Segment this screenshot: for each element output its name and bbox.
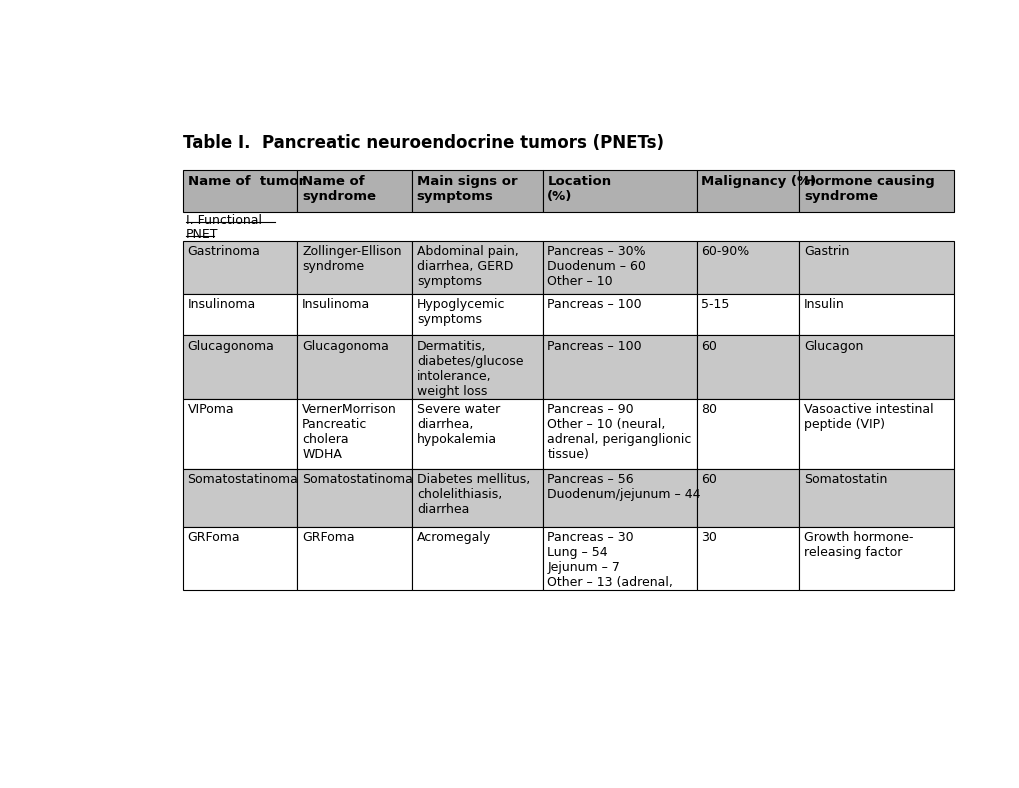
- Bar: [412, 526, 542, 590]
- Bar: [799, 469, 953, 526]
- Bar: [542, 170, 696, 212]
- Text: Main signs or
symptoms: Main signs or symptoms: [417, 175, 517, 203]
- Text: Somatostatin: Somatostatin: [803, 473, 887, 486]
- Bar: [542, 400, 696, 469]
- Bar: [799, 400, 953, 469]
- Text: VernerMorrison
Pancreatic
cholera
WDHA: VernerMorrison Pancreatic cholera WDHA: [302, 403, 396, 462]
- Text: Insulinoma: Insulinoma: [302, 299, 370, 311]
- Text: Diabetes mellitus,
cholelithiasis,
diarrhea: Diabetes mellitus, cholelithiasis, diarr…: [417, 473, 530, 516]
- Bar: [182, 526, 298, 590]
- Text: I. Functional: I. Functional: [185, 214, 266, 227]
- Bar: [696, 336, 799, 400]
- Bar: [298, 400, 412, 469]
- Text: PNET: PNET: [185, 228, 218, 241]
- Bar: [412, 241, 542, 294]
- Bar: [696, 469, 799, 526]
- Bar: [542, 469, 696, 526]
- Bar: [182, 469, 298, 526]
- Text: 5-15: 5-15: [701, 299, 729, 311]
- Text: Hormone causing
syndrome: Hormone causing syndrome: [803, 175, 934, 203]
- Text: Name of
syndrome: Name of syndrome: [302, 175, 376, 203]
- Text: 60-90%: 60-90%: [701, 245, 749, 258]
- Text: 80: 80: [701, 403, 716, 416]
- Bar: [412, 336, 542, 400]
- Bar: [799, 241, 953, 294]
- Text: 60: 60: [701, 340, 716, 353]
- Bar: [542, 336, 696, 400]
- Text: Somatostatinoma: Somatostatinoma: [187, 473, 299, 486]
- Bar: [182, 170, 298, 212]
- Text: Somatostatinoma: Somatostatinoma: [302, 473, 413, 486]
- Text: Insulinoma: Insulinoma: [187, 299, 256, 311]
- Text: Pancreas – 90
Other – 10 (neural,
adrenal, periganglionic
tissue): Pancreas – 90 Other – 10 (neural, adrena…: [547, 403, 691, 462]
- Bar: [542, 294, 696, 336]
- Bar: [298, 170, 412, 212]
- Bar: [298, 241, 412, 294]
- Bar: [412, 400, 542, 469]
- Bar: [182, 294, 298, 336]
- Text: Glucagonoma: Glucagonoma: [187, 340, 274, 353]
- Bar: [696, 526, 799, 590]
- Text: Pancreas – 100: Pancreas – 100: [547, 340, 641, 353]
- Bar: [696, 294, 799, 336]
- Text: Glucagon: Glucagon: [803, 340, 863, 353]
- Text: Acromegaly: Acromegaly: [417, 531, 490, 544]
- Text: Pancreas – 30%
Duodenum – 60
Other – 10: Pancreas – 30% Duodenum – 60 Other – 10: [547, 245, 645, 288]
- Text: VIPoma: VIPoma: [187, 403, 234, 416]
- Bar: [696, 170, 799, 212]
- Text: GRFoma: GRFoma: [187, 531, 239, 544]
- Text: Name of  tumor: Name of tumor: [187, 175, 305, 188]
- Bar: [696, 241, 799, 294]
- Bar: [799, 294, 953, 336]
- Text: Glucagonoma: Glucagonoma: [302, 340, 388, 353]
- Bar: [412, 294, 542, 336]
- Text: Abdominal pain,
diarrhea, GERD
symptoms: Abdominal pain, diarrhea, GERD symptoms: [417, 245, 518, 288]
- Text: Growth hormone-
releasing factor: Growth hormone- releasing factor: [803, 531, 913, 559]
- Bar: [542, 241, 696, 294]
- Text: Severe water
diarrhea,
hypokalemia: Severe water diarrhea, hypokalemia: [417, 403, 499, 446]
- Bar: [182, 336, 298, 400]
- Text: Table I.  Pancreatic neuroendocrine tumors (PNETs): Table I. Pancreatic neuroendocrine tumor…: [182, 134, 663, 152]
- Bar: [799, 336, 953, 400]
- Text: 30: 30: [701, 531, 716, 544]
- Text: 60: 60: [701, 473, 716, 486]
- Text: Malignancy (%): Malignancy (%): [701, 175, 816, 188]
- Text: Gastrin: Gastrin: [803, 245, 849, 258]
- Bar: [298, 526, 412, 590]
- Bar: [182, 241, 298, 294]
- Bar: [298, 294, 412, 336]
- Bar: [696, 400, 799, 469]
- Text: Hypoglycemic
symptoms: Hypoglycemic symptoms: [417, 299, 504, 326]
- Bar: [182, 400, 298, 469]
- Text: Dermatitis,
diabetes/glucose
intolerance,
weight loss: Dermatitis, diabetes/glucose intolerance…: [417, 340, 523, 398]
- Text: GRFoma: GRFoma: [302, 531, 355, 544]
- Bar: [542, 526, 696, 590]
- Bar: [799, 170, 953, 212]
- Text: Pancreas – 100: Pancreas – 100: [547, 299, 641, 311]
- Text: Vasoactive intestinal
peptide (VIP): Vasoactive intestinal peptide (VIP): [803, 403, 932, 431]
- Bar: [799, 526, 953, 590]
- Text: Insulin: Insulin: [803, 299, 844, 311]
- Bar: [412, 469, 542, 526]
- Bar: [298, 469, 412, 526]
- Bar: [298, 336, 412, 400]
- Text: Pancreas – 56
Duodenum/jejunum – 44: Pancreas – 56 Duodenum/jejunum – 44: [547, 473, 700, 501]
- Text: Location
(%): Location (%): [547, 175, 610, 203]
- Bar: [412, 170, 542, 212]
- Text: Zollinger-Ellison
syndrome: Zollinger-Ellison syndrome: [302, 245, 401, 273]
- Text: Pancreas – 30
Lung – 54
Jejunum – 7
Other – 13 (adrenal,: Pancreas – 30 Lung – 54 Jejunum – 7 Othe…: [547, 531, 673, 589]
- Text: Gastrinoma: Gastrinoma: [187, 245, 260, 258]
